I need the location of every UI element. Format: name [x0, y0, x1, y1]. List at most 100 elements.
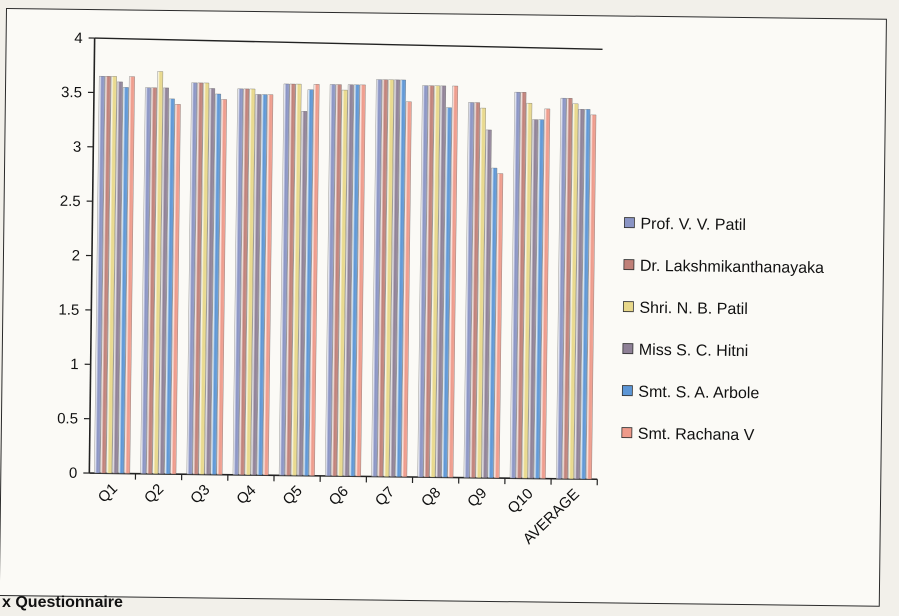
bar-q7-series-1: [371, 79, 382, 477]
bar-q10-series-5: [533, 119, 544, 479]
x-tick-label: Q1: [95, 480, 121, 506]
legend-swatch: [622, 301, 634, 313]
bar-q10-series-3: [521, 103, 533, 479]
x-tick-label: Q10: [504, 485, 536, 517]
legend: Prof. V. V. Patil Dr. Lakshmikanthanayaka…: [621, 216, 824, 444]
bar-q2-series-4: [158, 87, 169, 475]
bar-q4-series-4: [250, 94, 262, 476]
bar-q6-series-4: [343, 84, 354, 477]
y-tick-label: 4: [74, 30, 83, 47]
bar-q4-series-1: [232, 88, 244, 476]
bar-q8-series-3: [429, 85, 440, 478]
bar-q5-series-4: [296, 111, 308, 476]
legend-swatch: [621, 427, 633, 439]
bar-q3-series-4: [204, 88, 216, 475]
y-tick-label: 2: [72, 247, 81, 264]
legend-swatch: [623, 259, 635, 271]
bar-q7-series-5: [395, 79, 406, 478]
x-tick-label: Q5: [280, 482, 306, 508]
bar-q1-series-3: [106, 76, 117, 474]
legend-swatch: [623, 217, 635, 229]
bar-q10-series-6: [539, 108, 551, 479]
y-tick-label: 0: [69, 465, 78, 482]
bar-q5-series-1: [278, 83, 290, 476]
bar-q2-series-1: [140, 87, 151, 474]
bar-q7-series-6: [401, 101, 412, 478]
legend-label: Shri. N. B. Patil: [639, 300, 748, 318]
bar-q5-series-2: [284, 83, 296, 476]
bar-chart: 00.511.522.533.54 Q1 Q2 Q3 Q4 Q5 Q6 Q7 Q8 Q9 Q10A…: [57, 30, 824, 548]
x-tick-label: Q2: [141, 481, 167, 507]
bar-q9-series-5: [487, 167, 498, 479]
bar-q2-series-3: [152, 71, 164, 475]
y-tick-label: 0.5: [57, 410, 78, 427]
bar-q7-series-2: [377, 79, 388, 477]
legend-label: Smt. Rachana V: [638, 426, 755, 444]
bar-q6-series-3: [337, 89, 348, 477]
bar-q8-series-4: [435, 85, 447, 478]
bar-q6-series-6: [355, 84, 366, 477]
bar-q4-series-5: [256, 94, 268, 476]
x-tick-label: Q7: [372, 483, 398, 509]
x-tick-label: Q8: [418, 484, 444, 510]
bar-q2-series-2: [146, 87, 157, 474]
bar-q1-series-4: [112, 81, 123, 474]
bar-q9-series-1: [463, 102, 474, 478]
y-tick-label: 1.5: [58, 302, 79, 319]
bar-average-series-6: [586, 114, 597, 480]
bar-q9-series-4: [481, 129, 492, 479]
bar-q10-series-4: [527, 119, 538, 479]
bar-q9-series-3: [475, 107, 486, 478]
top-line: [94, 37, 603, 50]
bar-q8-series-2: [423, 85, 434, 478]
bar-average-series-1: [556, 98, 567, 479]
bar-average-series-4: [574, 109, 585, 480]
bar-q1-series-2: [100, 76, 111, 474]
legend-label: Prof. V. V. Patil: [640, 216, 746, 234]
chart-frame: 0 0.5 1 1.5 2 2.5 3 3.5 4 Q1 Q2 Q3 Q4 Q5 Q6 Q7 Q8 Q9 Q10 A…: [0, 8, 887, 607]
bar-q6-series-1: [325, 84, 336, 477]
bar-q5-series-5: [302, 89, 314, 476]
legend-swatch: [621, 385, 633, 397]
y-tick-label: 3.5: [61, 84, 82, 101]
x-tick-label: Q3: [187, 481, 213, 507]
y-axis: 0 0.5 1 1.5 2 2.5 3 3.5 4: [57, 30, 95, 482]
y-tick-label: 3: [73, 139, 82, 156]
x-tick-label: Q6: [326, 483, 352, 509]
bar-q6-series-5: [349, 84, 360, 477]
legend-swatch: [622, 343, 634, 355]
legend-label: Dr. Lakshmikanthanayaka: [640, 258, 824, 277]
bar-q9-series-2: [469, 102, 480, 478]
bar-q9-series-6: [493, 173, 504, 479]
bar-q7-series-3: [383, 79, 394, 477]
bar-average-series-5: [580, 109, 591, 480]
legend-label: Smt. S. A. Arbole: [638, 384, 759, 402]
bar-q3-series-5: [210, 93, 221, 475]
bar-q4-series-2: [238, 88, 250, 476]
bar-q8-series-1: [417, 85, 428, 478]
bar-q3-series-2: [192, 82, 204, 475]
bar-q7-series-4: [389, 79, 400, 477]
bar-q2-series-5: [164, 98, 175, 475]
x-tick-label: Q9: [464, 485, 490, 511]
bar-q3-series-3: [198, 82, 210, 475]
bar-average-series-3: [568, 103, 579, 480]
bar-q6-series-2: [331, 84, 342, 477]
y-tick-label: 1: [70, 356, 79, 373]
bar-average-series-2: [562, 98, 573, 480]
bar-q8-series-6: [447, 85, 459, 478]
bar-q1-series-5: [118, 87, 129, 474]
bar-q2-series-6: [170, 104, 181, 475]
bar-q4-series-3: [244, 88, 256, 476]
legend-label: Miss S. C. Hitni: [639, 342, 749, 360]
bar-q1-series-6: [124, 76, 135, 474]
bar-q5-series-6: [308, 84, 320, 476]
bars: [94, 71, 597, 480]
bar-q3-series-1: [186, 82, 198, 475]
bar-q4-series-6: [262, 94, 274, 476]
bar-q5-series-3: [290, 83, 302, 476]
bar-q3-series-6: [216, 99, 227, 475]
figure-caption: x Questionnaire: [2, 594, 123, 611]
bar-q8-series-5: [441, 107, 452, 478]
